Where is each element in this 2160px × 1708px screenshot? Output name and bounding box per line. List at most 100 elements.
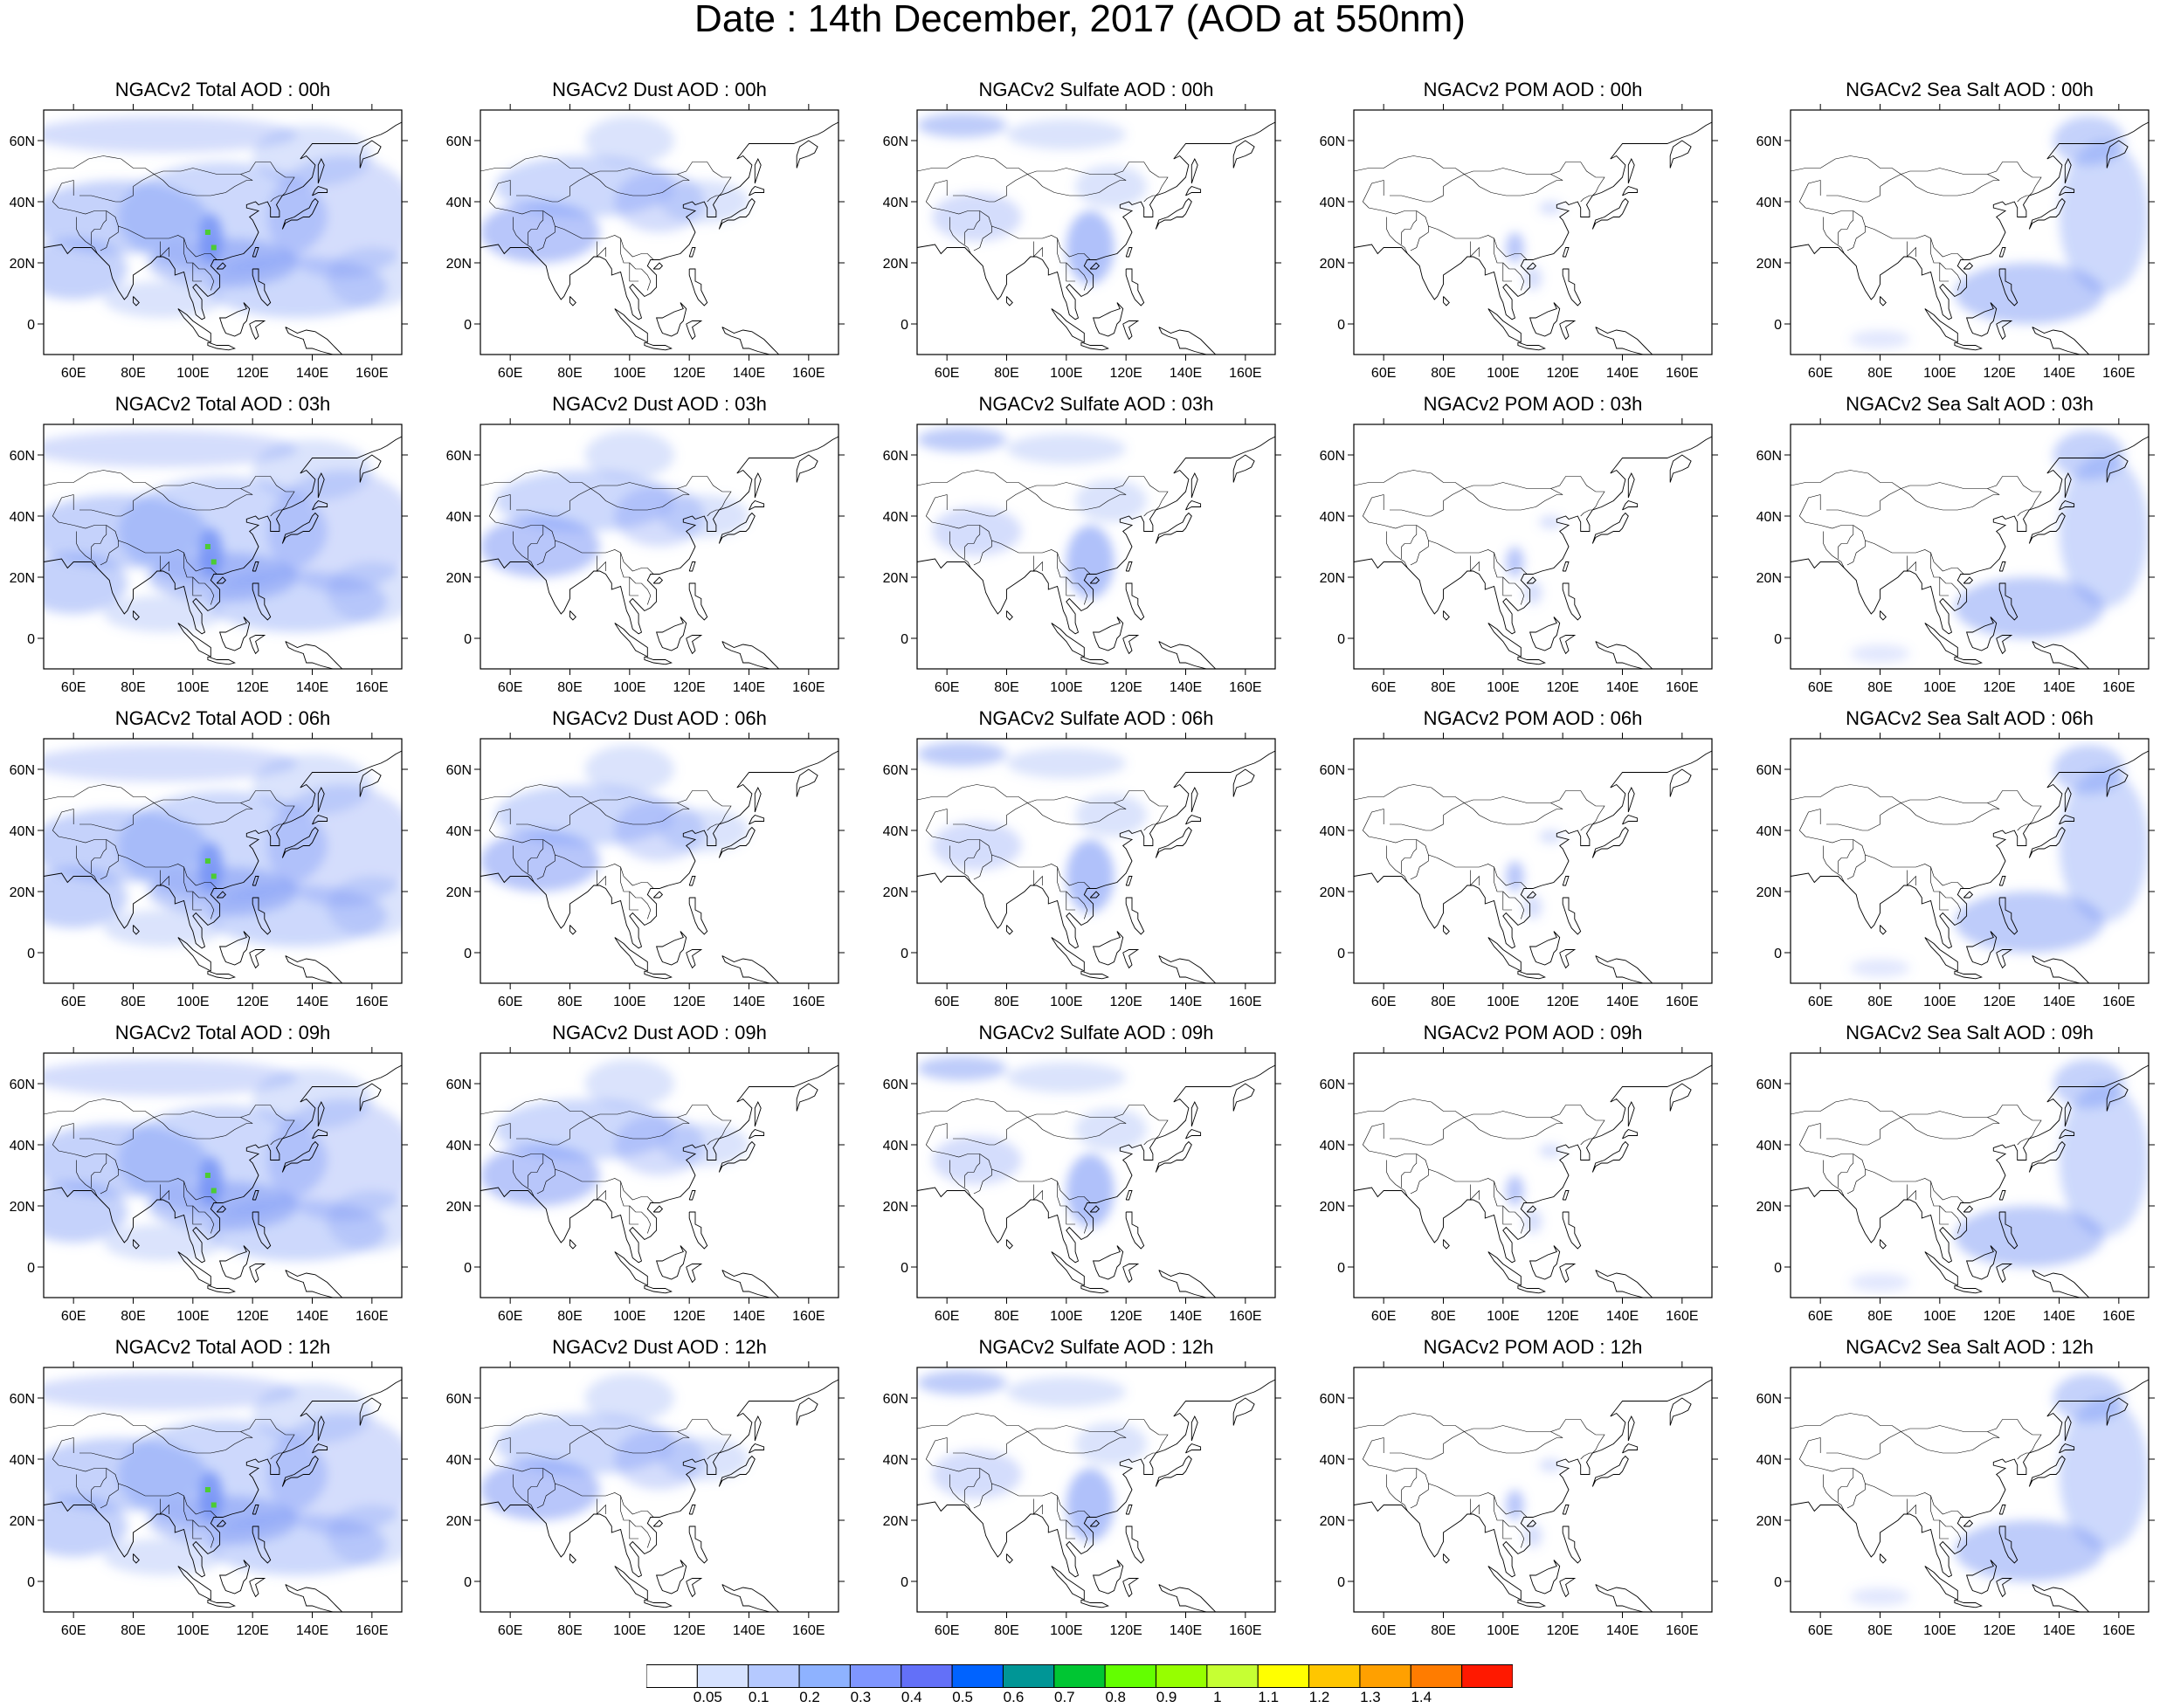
coastline <box>721 327 780 355</box>
border-line <box>1410 1169 1429 1195</box>
border-line <box>488 180 511 211</box>
coastline <box>1443 1239 1450 1250</box>
coastline <box>569 296 576 306</box>
border-line <box>917 1098 1028 1118</box>
coastline <box>749 1443 765 1454</box>
border-line <box>1820 839 1964 889</box>
lon-tick-label: 60E <box>1808 366 1832 381</box>
coastline <box>1998 897 2019 935</box>
border-line <box>925 1437 948 1469</box>
lon-tick-label: 100E <box>613 680 645 695</box>
coastline <box>1089 1205 1101 1213</box>
border-line <box>160 555 169 572</box>
lon-tick-label: 60E <box>935 680 959 695</box>
map-panel: NGACv2 Sulfate AOD : 03h 60E 80E 100E 120E 14… <box>883 393 1354 707</box>
coastlines <box>1354 1064 1712 1298</box>
border-line <box>1362 1437 1384 1469</box>
map-panel: NGACv2 Sulfate AOD : 09h 60E 80E 100E 120E 14… <box>883 1022 1354 1336</box>
aod-plume <box>44 494 208 568</box>
lon-tick-label: 100E <box>176 680 209 695</box>
border-line <box>590 174 690 196</box>
aod-plume <box>1506 1175 1524 1206</box>
coastline <box>1622 499 1639 511</box>
coastline <box>1622 185 1639 196</box>
aod-plume <box>267 1413 402 1536</box>
coastline <box>1051 1566 1085 1601</box>
lat-tick-label: 40N <box>1320 196 1345 210</box>
map-frame <box>1353 1052 1713 1298</box>
border-line <box>1057 1496 1076 1539</box>
panel-title: NGACv2 Sea Salt AOD : 06h <box>1846 707 2094 729</box>
lat-tick-label: 0 <box>27 947 35 961</box>
border-line <box>516 1419 732 1460</box>
border-line <box>925 809 948 840</box>
border-line <box>1791 470 1901 489</box>
coastline <box>569 1553 576 1564</box>
border-line <box>707 195 720 203</box>
lon-tick-label: 160E <box>792 1623 825 1638</box>
aod-field <box>1850 430 2149 663</box>
aod-hotspot <box>204 230 210 235</box>
lat-tick-label: 40N <box>1320 1139 1345 1154</box>
lat-tick-label: 60N <box>446 1078 472 1092</box>
border-line <box>73 839 217 889</box>
coastline <box>1158 1270 1217 1298</box>
border-line <box>1027 1431 1127 1454</box>
lon-tick-label: 120E <box>1109 995 1142 1009</box>
aod-plume <box>917 741 1007 767</box>
border-line <box>1066 1519 1088 1548</box>
border-line <box>597 555 606 572</box>
lat-tick-label: 20N <box>1320 885 1345 900</box>
aod-plume <box>932 192 1022 242</box>
lon-tick-label: 60E <box>1808 1623 1832 1638</box>
coastline <box>44 121 402 320</box>
coastline <box>1354 750 1712 949</box>
coastline <box>133 925 140 935</box>
map-plot: 60E 80E 100E 120E 140E 160E 60N 40N 20N 0 <box>10 733 408 1009</box>
map-frame <box>916 1367 1276 1613</box>
coastline <box>2028 512 2066 544</box>
coastline <box>285 955 343 983</box>
border-line <box>516 790 732 831</box>
colorbar-label: 0.8 <box>1105 1689 1126 1705</box>
border-line <box>597 241 606 258</box>
coastline <box>749 814 765 825</box>
border-line <box>949 1474 971 1512</box>
coastline <box>1924 1566 1958 1601</box>
coastline <box>1158 327 1217 355</box>
lat-tick-label: 60N <box>446 1392 472 1407</box>
panel-title: NGACv2 Total AOD : 12h <box>114 1336 331 1358</box>
coastline <box>1622 1443 1639 1454</box>
coastlines <box>44 121 402 355</box>
coastline <box>252 876 259 886</box>
map-frame <box>43 738 403 984</box>
lon-tick-label: 160E <box>2102 680 2135 695</box>
lon-tick-label: 160E <box>355 366 388 381</box>
border-line <box>620 1496 639 1539</box>
coastline <box>1232 768 1255 797</box>
lon-tick-label: 120E <box>236 995 268 1009</box>
coastline <box>1595 1270 1653 1298</box>
coastline <box>359 454 382 483</box>
panel-title: NGACv2 POM AOD : 03h <box>1423 393 1643 415</box>
coastline <box>1880 296 1887 306</box>
border-line <box>154 488 253 511</box>
lon-tick-label: 100E <box>1923 680 1956 695</box>
aod-plume <box>252 1068 372 1130</box>
border-line <box>597 1184 606 1201</box>
lon-tick-label: 60E <box>498 680 522 695</box>
lon-tick-label: 140E <box>1170 995 1202 1009</box>
border-line <box>917 1413 1028 1432</box>
coastline <box>644 1599 673 1608</box>
panel-title: NGACv2 Dust AOD : 03h <box>552 393 767 415</box>
coastline <box>917 436 1275 635</box>
border-line <box>480 784 591 803</box>
lon-tick-label: 100E <box>1050 680 1082 695</box>
lon-tick-label: 120E <box>1546 1309 1578 1324</box>
lon-tick-label: 60E <box>498 995 522 1009</box>
coastline <box>2032 1270 2090 1298</box>
lon-tick-label: 160E <box>1229 1309 1261 1324</box>
aod-plume <box>1006 119 1127 150</box>
border-line <box>590 1117 690 1140</box>
lon-tick-label: 140E <box>2043 1309 2075 1324</box>
